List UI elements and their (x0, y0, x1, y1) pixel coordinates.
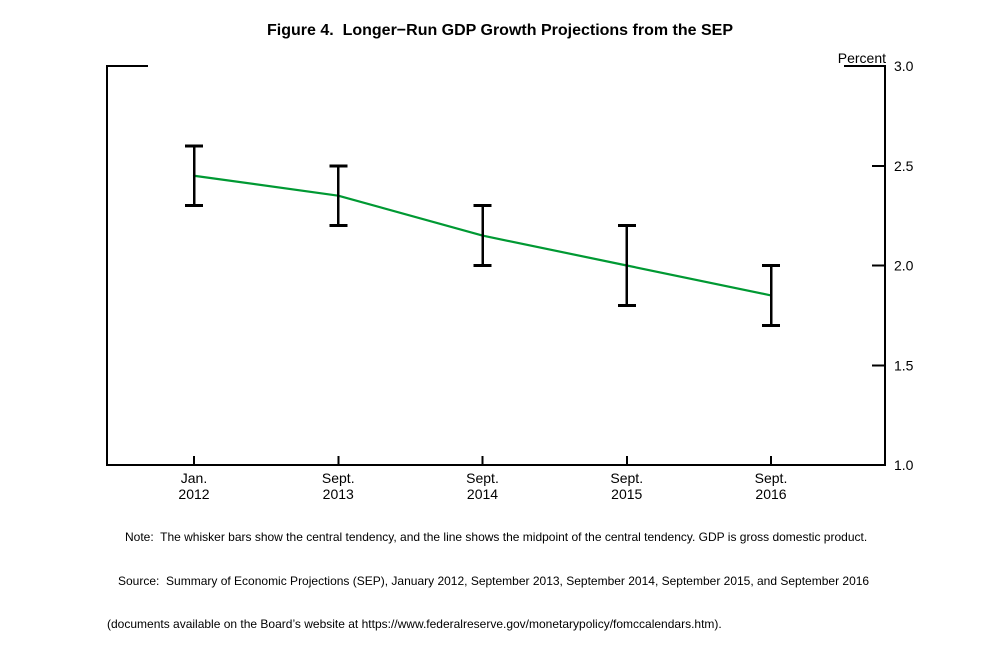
x-tick-label-month: Jan. (181, 470, 207, 486)
y-tick-label: 2.5 (894, 158, 914, 174)
x-tick-label-month: Sept. (322, 470, 355, 486)
chart-title: Figure 4. Longer−Run GDP Growth Projecti… (267, 22, 733, 39)
y-tick-label: 1.5 (894, 357, 914, 373)
x-tick-label-year: 2016 (755, 486, 786, 502)
y-tick-label: 3.0 (894, 58, 914, 74)
y-tick-label: 1.0 (894, 457, 914, 473)
x-tick-label-year: 2013 (323, 486, 354, 502)
note-text: Note: The whisker bars show the central … (125, 530, 868, 544)
x-tick-label-month: Sept. (610, 470, 643, 486)
x-tick-label-year: 2015 (611, 486, 642, 502)
y-axis-title: Percent (838, 50, 886, 66)
y-tick-label: 2.0 (894, 258, 914, 274)
x-tick-label-month: Sept. (755, 470, 788, 486)
gdp-projections-chart: Percent 3.02.52.01.51.0Jan.2012Sept.2013S… (106, 50, 914, 502)
x-tick-label-year: 2014 (467, 486, 498, 502)
x-tick-label-year: 2012 (178, 486, 209, 502)
documents-url-text: (documents available on the Board’s webs… (107, 617, 722, 631)
x-tick-label-month: Sept. (466, 470, 499, 486)
source-text: Source: Summary of Economic Projections … (118, 573, 870, 588)
chart-notes: Note: The whisker bars show the central … (107, 501, 987, 661)
